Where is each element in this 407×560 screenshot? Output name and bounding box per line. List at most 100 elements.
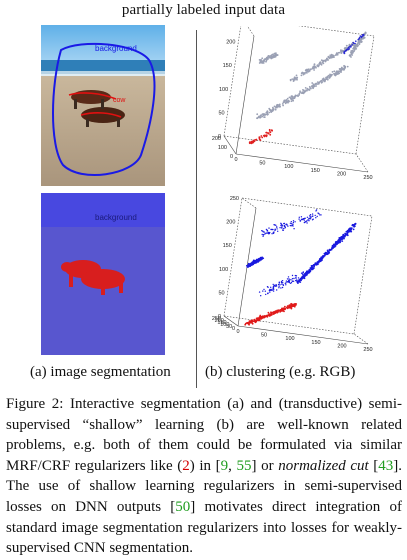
- data-point: [319, 80, 322, 83]
- data-point: [251, 140, 254, 143]
- z-tick-label: 100: [219, 87, 228, 93]
- data-point: [290, 307, 293, 310]
- data-point: [269, 314, 272, 317]
- data-point: [307, 219, 309, 221]
- data-point: [262, 257, 265, 259]
- data-point: [292, 220, 295, 222]
- data-point: [349, 229, 352, 232]
- ref-55[interactable]: 55: [236, 457, 252, 474]
- data-point: [261, 57, 264, 60]
- data-point: [285, 99, 288, 101]
- data-point: [284, 99, 286, 102]
- data-point: [305, 271, 308, 274]
- data-point: [313, 64, 316, 66]
- data-point: [334, 244, 337, 247]
- data-point: [258, 59, 261, 61]
- data-point: [286, 278, 289, 280]
- data-point: [308, 220, 310, 222]
- data-point: [274, 55, 277, 58]
- ref-9[interactable]: 9: [220, 457, 229, 474]
- data-point: [265, 228, 268, 231]
- data-point: [319, 214, 321, 216]
- data-point: [307, 270, 310, 273]
- z-tick-label: 50: [218, 110, 224, 116]
- data-point: [258, 319, 261, 322]
- scatter-plot-bottom: 250 200 150 100 50 0 250 200 150 100 50 0 0 50 100 150 2…: [200, 194, 405, 359]
- data-point: [350, 50, 353, 52]
- data-point: [286, 97, 289, 100]
- ref-eq-2[interactable]: 2: [182, 457, 190, 474]
- panel-divider: [196, 30, 197, 388]
- data-point: [262, 114, 265, 117]
- data-point: [310, 87, 312, 90]
- data-point: [331, 71, 334, 73]
- data-point: [272, 313, 275, 315]
- data-point: [327, 74, 330, 77]
- ref-43[interactable]: 43: [378, 457, 394, 474]
- data-point: [309, 217, 311, 219]
- data-point: [305, 71, 308, 74]
- data-point: [283, 227, 285, 230]
- data-point: [353, 225, 355, 228]
- x-tick-label: 200: [337, 171, 346, 177]
- data-point: [352, 228, 355, 231]
- data-point: [259, 315, 262, 317]
- data-point: [261, 233, 263, 236]
- data-point: [345, 49, 347, 52]
- data-point: [333, 74, 336, 76]
- data-point: [260, 295, 262, 297]
- data-point: [313, 265, 315, 267]
- data-point: [331, 247, 334, 250]
- ref-50[interactable]: 50: [175, 498, 191, 515]
- data-point: [285, 280, 288, 282]
- x-tick-label: 100: [284, 164, 293, 170]
- data-point: [268, 107, 271, 110]
- scribble-label-cow: cow: [113, 97, 126, 104]
- data-point: [257, 258, 259, 261]
- data-point: [281, 103, 284, 105]
- data-point: [284, 227, 286, 229]
- data-point: [281, 280, 284, 282]
- data-point: [282, 282, 284, 284]
- data-point: [318, 213, 320, 215]
- data-point: [268, 227, 270, 229]
- data-point: [279, 284, 281, 286]
- data-point: [276, 106, 278, 109]
- data-point: [302, 92, 304, 94]
- data-point: [350, 56, 352, 58]
- data-point: [297, 280, 300, 283]
- data-point: [246, 264, 248, 267]
- data-point: [278, 104, 281, 107]
- data-point: [358, 38, 360, 40]
- data-point: [308, 89, 311, 91]
- data-point: [276, 103, 279, 106]
- data-point: [326, 78, 329, 81]
- x-tick-label: 250: [363, 175, 372, 181]
- data-point: [275, 285, 278, 287]
- data-point: [353, 48, 356, 51]
- x-tick-label: 0: [234, 157, 237, 163]
- data-point: [354, 47, 356, 49]
- data-point: [259, 138, 261, 141]
- data-point: [346, 48, 349, 50]
- points-unlabeled: [258, 52, 279, 64]
- data-point: [359, 35, 362, 37]
- data-point: [346, 46, 348, 49]
- data-point: [272, 106, 274, 109]
- data-point: [273, 231, 275, 233]
- subcaption-a: (a) image segmentation: [30, 364, 171, 380]
- data-point: [293, 305, 296, 308]
- data-point: [255, 258, 258, 261]
- data-point: [312, 215, 314, 217]
- data-point: [303, 219, 305, 221]
- data-point: [273, 285, 275, 287]
- data-point: [256, 113, 259, 116]
- data-point: [290, 225, 292, 227]
- data-point: [280, 280, 283, 283]
- data-point: [311, 213, 314, 215]
- data-point: [350, 227, 353, 229]
- data-point: [283, 224, 286, 227]
- data-point: [261, 136, 264, 139]
- data-point: [265, 134, 268, 137]
- data-point: [285, 223, 288, 226]
